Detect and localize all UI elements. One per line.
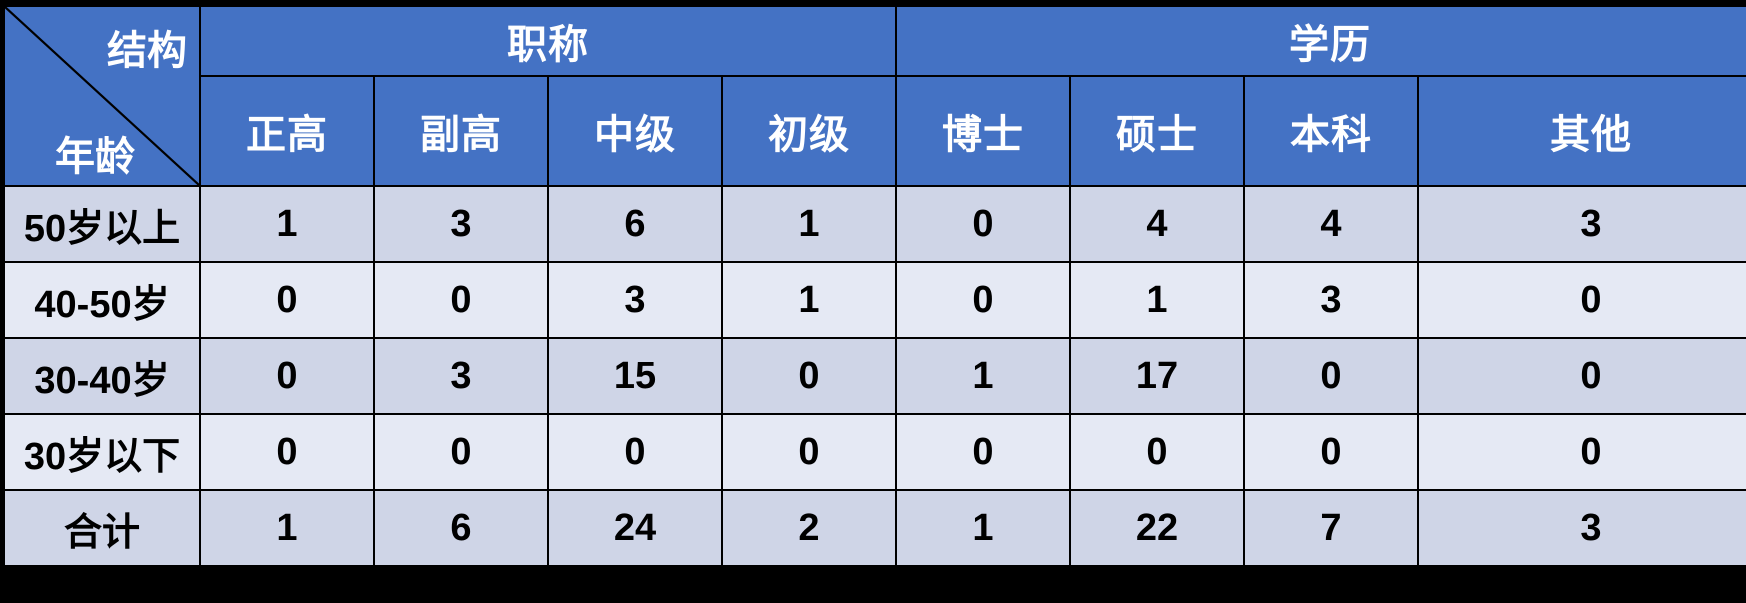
header-row-groups: 结构 年龄 职称 学历 [3, 5, 1746, 187]
cell-r2-c1: 3 [373, 337, 549, 415]
cell-r3-c7: 0 [1417, 413, 1746, 491]
row-label-age-30-40: 30-40岁 [3, 337, 201, 415]
cell-total-c2: 24 [547, 489, 723, 567]
cell-r3-c0: 0 [199, 413, 375, 491]
cell-r3-c5: 0 [1069, 413, 1245, 491]
header-row-columns: 正高 副高 中级 初级 博士 硕士 本科 其他 [4, 75, 1746, 187]
cell-r2-c2: 15 [547, 337, 723, 415]
cell-r3-c3: 0 [721, 413, 897, 491]
column-header-zhongji: 中级 [547, 75, 723, 187]
row-label-age-under-30: 30岁以下 [3, 413, 201, 491]
column-header-zhenggao: 正高 [199, 75, 375, 187]
table-header: 结构 年龄 职称 学历 正高 副高 中级 初级 博士 硕士 本科 其他 [3, 5, 1746, 187]
cell-r3-c1: 0 [373, 413, 549, 491]
diagonal-divider-icon [5, 7, 199, 185]
table-row: 50岁以上 1 3 6 1 0 4 4 3 [3, 185, 1746, 263]
cell-r1-c4: 0 [895, 261, 1071, 339]
cell-r1-c7: 0 [1417, 261, 1746, 339]
cell-total-c3: 2 [721, 489, 897, 567]
cell-r0-c7: 3 [1417, 185, 1746, 263]
cell-r2-c6: 0 [1243, 337, 1419, 415]
staff-structure-table: 结构 年龄 职称 学历 正高 副高 中级 初级 博士 硕士 本科 其他 50岁以… [3, 5, 1746, 567]
cell-r0-c0: 1 [199, 185, 375, 263]
cell-r1-c6: 3 [1243, 261, 1419, 339]
corner-label-age: 年龄 [55, 135, 135, 179]
cell-r2-c3: 0 [721, 337, 897, 415]
table-row: 40-50岁 0 0 3 1 0 1 3 0 [3, 261, 1746, 339]
table-row-total: 合计 1 6 24 2 1 22 7 3 [3, 489, 1746, 567]
cell-total-c0: 1 [199, 489, 375, 567]
group-header-education: 学历 [895, 5, 1746, 77]
table-row: 30岁以下 0 0 0 0 0 0 0 0 [3, 413, 1746, 491]
cell-total-c6: 7 [1243, 489, 1419, 567]
row-label-total: 合计 [3, 489, 201, 567]
cell-r1-c5: 1 [1069, 261, 1245, 339]
cell-total-c4: 1 [895, 489, 1071, 567]
column-header-benke: 本科 [1243, 75, 1419, 187]
column-header-fugao: 副高 [373, 75, 549, 187]
corner-diagonal-cell: 结构 年龄 [3, 5, 201, 187]
row-label-age-over-50: 50岁以上 [3, 185, 201, 263]
column-header-boshi: 博士 [895, 75, 1071, 187]
group-header-job-title: 职称 [199, 5, 897, 77]
cell-total-c5: 22 [1069, 489, 1245, 567]
cell-r3-c2: 0 [547, 413, 723, 491]
cell-r0-c5: 4 [1069, 185, 1245, 263]
cell-r0-c6: 4 [1243, 185, 1419, 263]
corner-label-structure: 结构 [107, 29, 187, 73]
cell-r1-c3: 1 [721, 261, 897, 339]
cell-r1-c1: 0 [373, 261, 549, 339]
cell-r3-c4: 0 [895, 413, 1071, 491]
cell-r2-c5: 17 [1069, 337, 1245, 415]
table-row: 30-40岁 0 3 15 0 1 17 0 0 [3, 337, 1746, 415]
cell-r2-c7: 0 [1417, 337, 1746, 415]
cell-r2-c4: 1 [895, 337, 1071, 415]
cell-total-c1: 6 [373, 489, 549, 567]
cell-r3-c6: 0 [1243, 413, 1419, 491]
column-header-shuoshi: 硕士 [1069, 75, 1245, 187]
column-header-qita: 其他 [1417, 75, 1746, 187]
column-header-chuji: 初级 [721, 75, 897, 187]
corner-inner: 结构 年龄 [5, 7, 199, 185]
cell-r0-c3: 1 [721, 185, 897, 263]
table-body: 50岁以上 1 3 6 1 0 4 4 3 40-50岁 0 0 3 1 0 1… [3, 185, 1746, 567]
cell-r0-c2: 6 [547, 185, 723, 263]
cell-r1-c0: 0 [199, 261, 375, 339]
cell-total-c7: 3 [1417, 489, 1746, 567]
cell-r0-c4: 0 [895, 185, 1071, 263]
cell-r0-c1: 3 [373, 185, 549, 263]
cell-r1-c2: 3 [547, 261, 723, 339]
row-label-age-40-50: 40-50岁 [3, 261, 201, 339]
cell-r2-c0: 0 [199, 337, 375, 415]
